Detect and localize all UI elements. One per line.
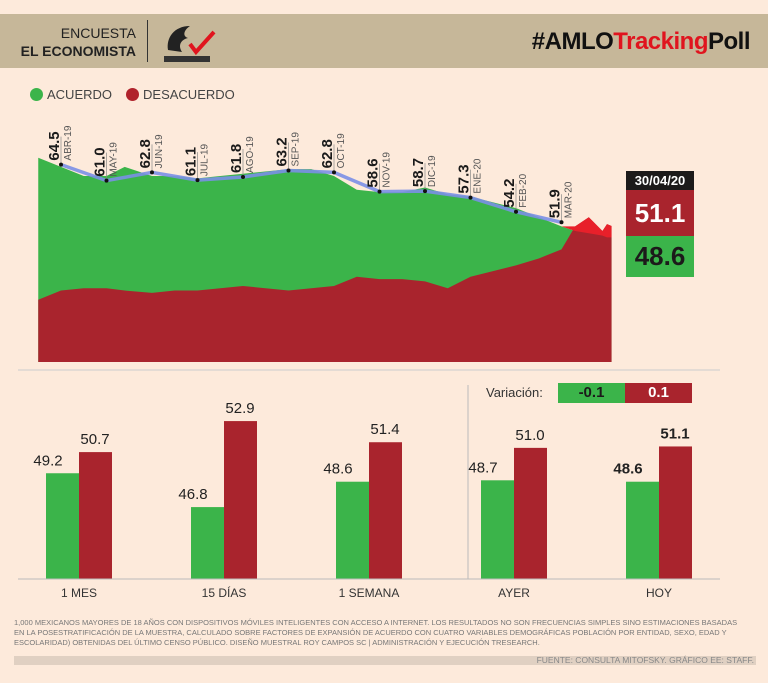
tracking-value: 58.6 [365, 158, 382, 187]
tracking-value: 63.2 [274, 137, 291, 166]
legend-label: DESACUERDO [143, 87, 235, 102]
hashtag-title: #AMLOTrackingPoll [531, 28, 751, 56]
tracking-point [286, 168, 291, 173]
desacuerdo-area [38, 217, 612, 362]
tracking-month: JUN-19 [154, 134, 165, 168]
variation-label: Variación: [486, 385, 543, 400]
tracking-month: JUL-19 [200, 143, 211, 176]
red-dot-icon [126, 88, 140, 101]
bar-acuerdo [191, 507, 224, 579]
survey-line1: ENCUESTA [60, 25, 136, 41]
tracking-point [377, 189, 382, 194]
tracking-month: FEB-20 [518, 173, 529, 207]
bar-acuerdo [481, 480, 514, 579]
bar-acuerdo [626, 481, 659, 579]
tracking-month: MAY-19 [109, 142, 120, 177]
bar-acuerdo [336, 481, 369, 579]
bar-desacuerdo [659, 446, 692, 579]
source-text: FUENTE: CONSULTA MITOFSKY. GRÁFICO EE: S… [536, 655, 754, 665]
bar-value: 48.6 [323, 461, 352, 478]
tracking-value: 58.7 [410, 158, 427, 187]
tracking-month: ENE-20 [473, 158, 484, 193]
latest-acuerdo: 48.6 [626, 236, 694, 277]
variation-acuerdo: -0.1 [558, 383, 625, 403]
tracking-point [559, 220, 564, 225]
tracking-month: NOV-19 [382, 152, 393, 188]
bar-category-label: 1 MES [61, 586, 97, 600]
tracking-month: SEP-19 [291, 132, 302, 167]
bar-value: 51.4 [370, 421, 399, 438]
bar-acuerdo [46, 473, 79, 579]
header-band [0, 14, 768, 68]
tracking-month: ABR-19 [63, 125, 74, 160]
bar-category-label: HOY [646, 586, 672, 600]
footer-bar [14, 656, 756, 665]
tracking-point [241, 174, 245, 179]
bar-value: 51.0 [515, 427, 544, 444]
tracking-point [514, 209, 518, 214]
bar-desacuerdo [369, 442, 402, 579]
bar-value: 46.8 [178, 486, 207, 503]
tracking-value: 61.1 [183, 147, 200, 176]
bar-value: 52.9 [225, 400, 254, 417]
hashtag-part: Tracking [613, 28, 708, 55]
tracking-value: 57.3 [456, 164, 473, 193]
tracking-point [59, 162, 63, 167]
mitofsky-logo [164, 26, 216, 62]
bar-category-label: 15 DÍAS [202, 585, 247, 600]
header-divider [147, 20, 148, 62]
tracking-value: 61.0 [92, 147, 109, 176]
tracking-month: OCT-19 [336, 133, 347, 168]
bar-value: 48.6 [613, 461, 642, 478]
bar-desacuerdo [514, 447, 547, 579]
legend: ACUERDO DESACUERDO [30, 87, 235, 102]
survey-title: ENCUESTA EL ECONOMISTA [21, 24, 136, 60]
green-dot-icon [30, 88, 43, 101]
tracking-point [468, 195, 473, 200]
survey-line2: EL ECONOMISTA [20, 43, 136, 59]
bar-value: 48.7 [468, 459, 497, 476]
hashtag-part: Poll [707, 28, 751, 55]
variation-desacuerdo: 0.1 [625, 383, 692, 403]
tracking-value: 51.9 [547, 189, 564, 218]
bar-desacuerdo [79, 452, 112, 579]
bar-category-label: 1 SEMANA [339, 586, 400, 600]
methodology-note: 1,000 MEXICANOS MAYORES DE 18 AÑOS CON D… [14, 618, 738, 647]
tracking-value: 62.8 [137, 139, 154, 168]
latest-date: 30/04/20 [626, 171, 694, 190]
bar-value: 51.1 [660, 425, 689, 442]
tracking-point [195, 178, 200, 183]
tracking-value: 54.2 [501, 179, 518, 208]
tracking-month: MAR-20 [564, 181, 575, 218]
tracking-value: 62.8 [319, 139, 336, 168]
bar-value: 50.7 [80, 431, 109, 448]
bar-value: 49.2 [33, 452, 62, 469]
bar-desacuerdo [224, 421, 257, 579]
legend-acuerdo: ACUERDO [30, 87, 112, 102]
bar-category-label: AYER [498, 586, 530, 600]
tracking-point [150, 170, 154, 175]
hashtag-part: #AMLO [531, 28, 614, 55]
tracking-value: 61.8 [228, 144, 245, 173]
tracking-line [60, 162, 562, 225]
latest-desacuerdo: 51.1 [626, 190, 694, 236]
tracking-point [332, 170, 336, 175]
legend-desacuerdo: DESACUERDO [126, 87, 235, 102]
tracking-value: 64.5 [46, 131, 63, 160]
tracking-month: DIC-19 [427, 155, 438, 187]
tracking-point [423, 189, 427, 194]
tracking-point [104, 178, 109, 183]
legend-label: ACUERDO [47, 87, 113, 102]
tracking-month: AGO-19 [245, 136, 256, 173]
